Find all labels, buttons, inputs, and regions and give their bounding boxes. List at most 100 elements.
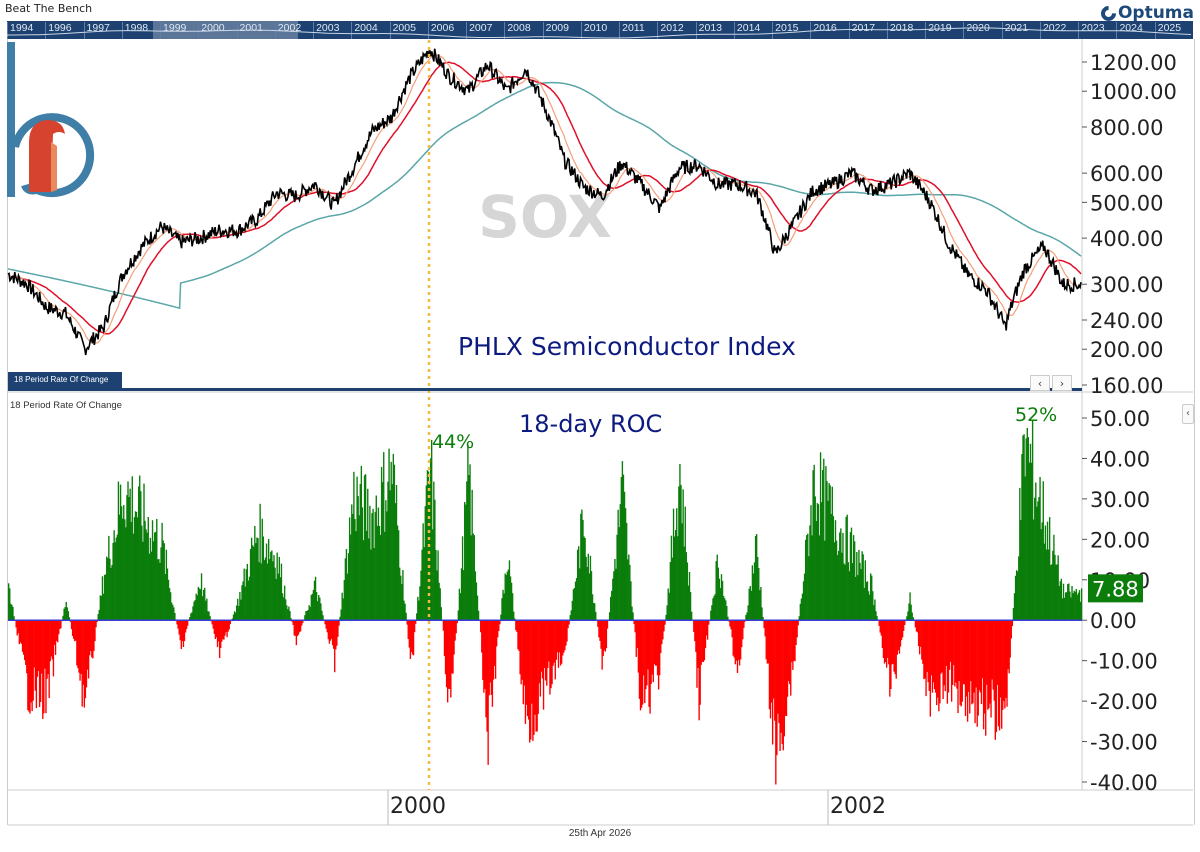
roc-bar [104, 574, 107, 621]
roc-bar [587, 553, 589, 621]
roc-bar [894, 620, 896, 675]
roc-bar [147, 517, 149, 621]
roc-bar [17, 620, 19, 634]
roc-bar [952, 620, 954, 685]
navigator-year[interactable]: 2004 [351, 22, 389, 39]
roc-bar [645, 620, 647, 690]
roc-bar [680, 484, 682, 621]
roc-bar [553, 620, 555, 663]
navigator-year[interactable]: 2011 [619, 22, 657, 39]
roc-bar [746, 612, 748, 621]
roc-bar [698, 620, 700, 721]
roc-bar [732, 620, 734, 656]
roc-bar [311, 593, 314, 621]
roc-bar [446, 620, 449, 703]
roc-bar [769, 620, 772, 719]
navigator-year[interactable]: 2019 [925, 22, 963, 39]
roc-bar [212, 620, 214, 629]
navigator-year[interactable]: 2025 [1154, 22, 1193, 39]
date-range-navigator[interactable]: 1994 1996 1997 1998 1999 2000 2001 2002 2003 2004… [7, 21, 1193, 39]
collapse-axis-button[interactable]: ‹ [1182, 404, 1194, 424]
roc-bar [44, 620, 46, 669]
roc-bar [822, 470, 824, 621]
roc-bar [286, 605, 288, 621]
navigator-year[interactable]: 2015 [772, 22, 810, 39]
roc-bar [816, 503, 819, 621]
roc-bar [33, 620, 35, 668]
roc-bar [917, 620, 920, 646]
navigator-year[interactable]: 2014 [733, 22, 772, 39]
roc-bar [456, 620, 458, 624]
roc-bar [132, 533, 135, 621]
roc-bar [125, 527, 127, 621]
roc-bar [477, 610, 480, 621]
panel-divider[interactable] [8, 388, 1082, 391]
roc-bar [733, 620, 735, 658]
roc-bar [944, 620, 946, 692]
roc-bar [1024, 476, 1026, 621]
scroll-left-button[interactable]: ‹ [1030, 375, 1050, 391]
roc-bar [606, 620, 609, 629]
scroll-right-button[interactable]: › [1052, 375, 1072, 391]
roc-bar [176, 620, 178, 625]
roc-bar [518, 620, 520, 651]
roc-bar [788, 620, 791, 685]
roc-bar [790, 620, 792, 696]
navigator-year[interactable]: 2018 [886, 22, 925, 39]
navigator-selection-window[interactable] [153, 21, 298, 39]
roc-bar [244, 586, 246, 621]
roc-bar [551, 620, 553, 685]
roc-axis-label: -30.00 [1090, 731, 1158, 755]
indicator-tab[interactable]: 18 Period Rate Of Change [8, 372, 122, 388]
navigator-year[interactable]: 2012 [657, 22, 695, 39]
navigator-year[interactable]: 2017 [848, 22, 887, 39]
roc-bar [640, 620, 643, 708]
roc-bar [156, 518, 158, 621]
navigator-year[interactable]: 2003 [313, 22, 351, 39]
roc-bar [571, 600, 574, 621]
navigator-year[interactable]: 2021 [1001, 22, 1040, 39]
roc-bar [832, 516, 835, 621]
roc-bar [298, 620, 301, 633]
roc-bar [213, 620, 216, 634]
roc-bar [222, 620, 224, 640]
roc-bar [293, 620, 295, 636]
roc-bar [260, 563, 262, 621]
navigator-year[interactable]: 2007 [466, 22, 504, 39]
roc-bar [313, 580, 316, 621]
roc-bar [1058, 586, 1060, 621]
roc-bar [448, 620, 450, 689]
roc-bar [700, 620, 702, 665]
roc-bar [764, 620, 766, 637]
roc-bar [171, 602, 173, 621]
roc-bar [774, 620, 776, 721]
roc-bar [1056, 564, 1058, 621]
roc-bar [90, 620, 92, 652]
navigator-year[interactable]: 2008 [504, 22, 542, 39]
roc-bar [55, 620, 58, 641]
roc-bar [576, 549, 579, 621]
roc-bar [704, 620, 707, 649]
roc-bar [734, 620, 737, 665]
roc-bar [435, 550, 437, 621]
navigator-year[interactable]: 1994 [7, 22, 45, 39]
roc-bar [217, 620, 220, 642]
navigator-year[interactable]: 2009 [542, 22, 581, 39]
navigator-year[interactable]: 1996 [45, 22, 83, 39]
roc-bar [775, 620, 777, 785]
roc-bar [1074, 591, 1076, 621]
navigator-year[interactable]: 2010 [580, 22, 619, 39]
roc-bar [708, 620, 710, 625]
roc-bar [978, 620, 981, 691]
roc-bar [508, 560, 511, 621]
peak-label-2002: 52% [1015, 404, 1057, 426]
roc-bar [308, 605, 310, 621]
roc-bar [120, 506, 123, 621]
navigator-year[interactable]: 2005 [389, 22, 428, 39]
roc-bar [279, 577, 282, 621]
navigator-year[interactable]: 2006 [427, 22, 466, 39]
navigator-year[interactable]: 2013 [695, 22, 734, 39]
roc-bar [384, 531, 386, 621]
roc-bar [63, 608, 65, 621]
